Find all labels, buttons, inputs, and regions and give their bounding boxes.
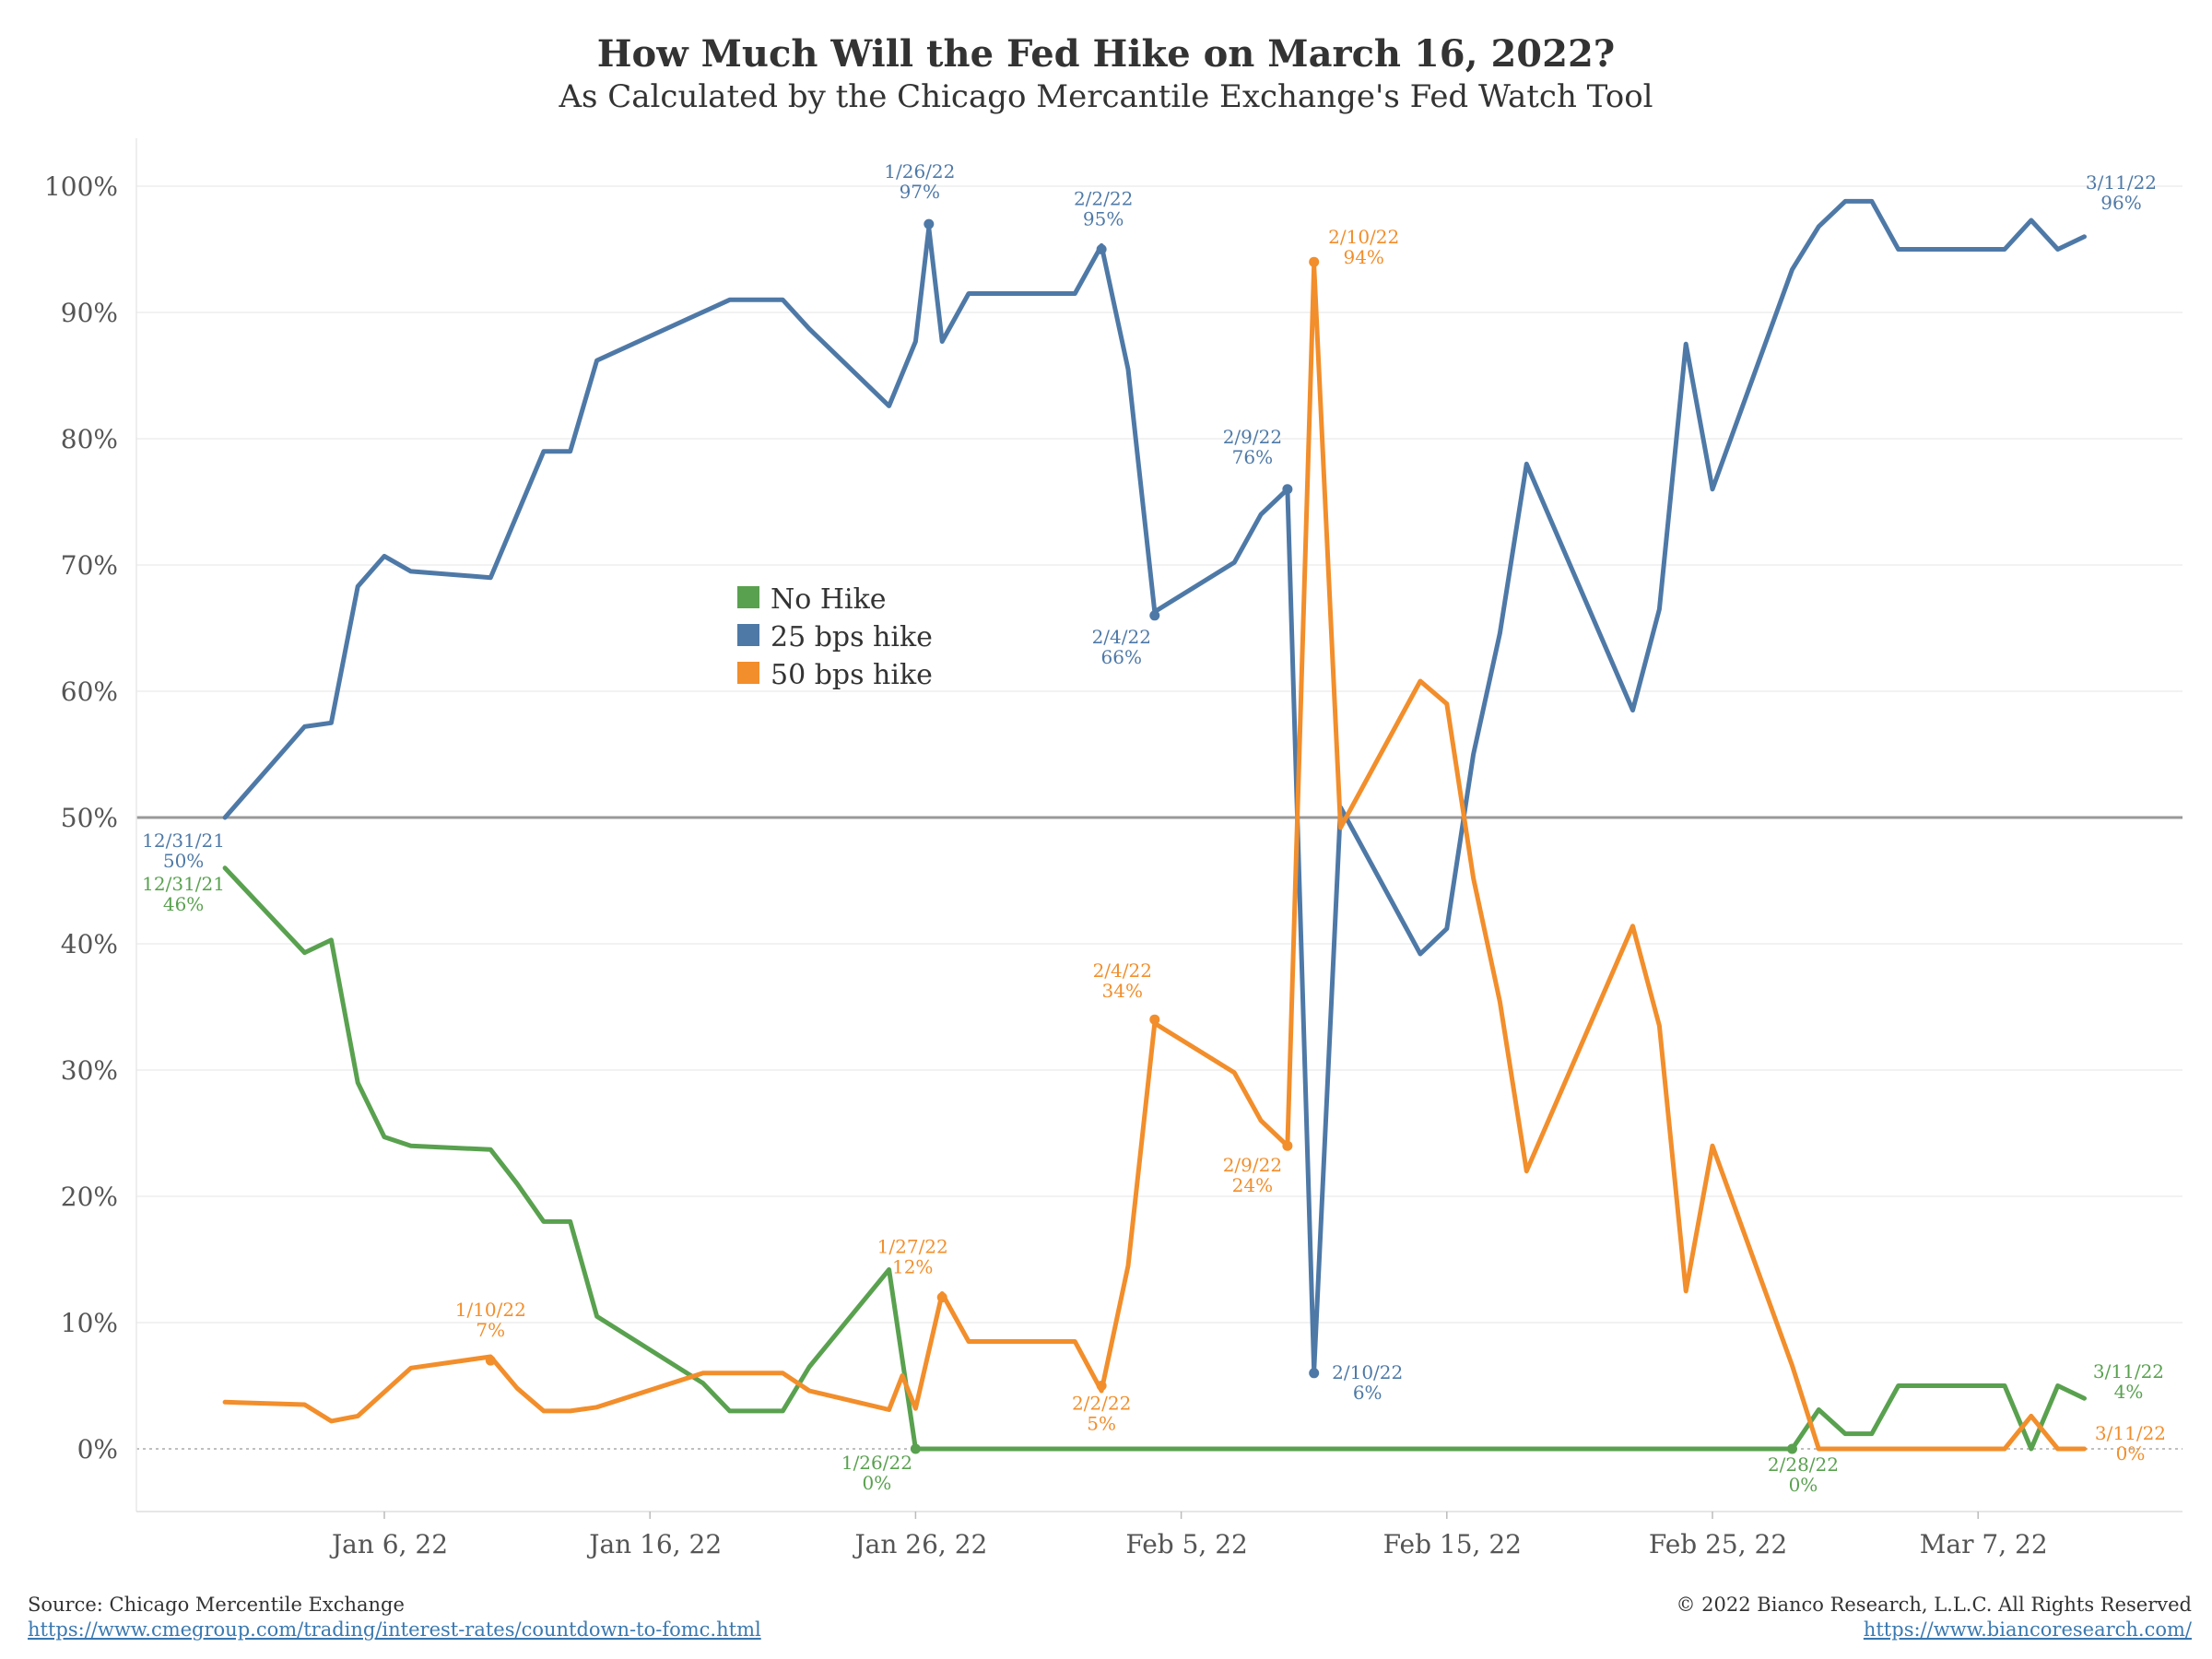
x-tick-label: Mar 7, 22: [1920, 1529, 2048, 1559]
chart-title: How Much Will the Fed Hike on March 16, …: [597, 32, 1615, 76]
legend-swatch-25bps: [737, 624, 759, 646]
annotation-marker: [924, 218, 935, 229]
annotation-date-label: 2/9/22: [1223, 426, 1282, 448]
series-lines: [222, 198, 2087, 1452]
footer-site-link[interactable]: https://www.biancoresearch.com/: [1864, 1618, 2193, 1641]
annotation-date-label: 1/26/22: [884, 160, 955, 182]
annotation-marker: [1149, 1014, 1160, 1025]
y-tick-label: 100%: [44, 171, 118, 202]
footer-source-link[interactable]: https://www.cmegroup.com/trading/interes…: [28, 1618, 761, 1641]
annotation-marker: [485, 1355, 496, 1366]
annotation-date-label: 2/10/22: [1328, 226, 1399, 248]
x-tick-label: Feb 5, 22: [1125, 1529, 1248, 1559]
annotation-value-label: 94%: [1343, 246, 1383, 268]
annotation-date-label: 12/31/21: [142, 873, 225, 895]
series-line-25-bps-hike: [222, 198, 2087, 1373]
annotation-marker: [936, 1292, 947, 1303]
annotation-marker: [1282, 484, 1293, 495]
x-tick-label: Feb 15, 22: [1383, 1529, 1522, 1559]
annotation-date-label: 2/28/22: [1768, 1453, 1839, 1476]
annotation-date-label: 1/10/22: [455, 1299, 526, 1321]
annotation-value-label: 95%: [1083, 208, 1124, 230]
annotation-date-label: 1/26/22: [841, 1452, 912, 1474]
series-line-50-bps-hike: [222, 263, 2087, 1452]
annotation-date-label: 1/27/22: [877, 1236, 948, 1258]
annotation-value-label: 66%: [1101, 646, 1142, 668]
x-tick-label: Jan 6, 22: [329, 1529, 448, 1559]
y-tick-label: 10%: [61, 1308, 118, 1338]
annotation-value-label: 7%: [476, 1319, 505, 1341]
footer-copyright: © 2022 Bianco Research, L.L.C. All Right…: [1677, 1594, 2193, 1616]
legend-label-50bps: 50 bps hike: [771, 659, 933, 691]
y-tick-label: 20%: [61, 1182, 118, 1212]
annotation-value-label: 4%: [2114, 1381, 2144, 1403]
annotation-value-label: 34%: [1102, 980, 1143, 1002]
axes: 0% 10% 20% 30% 40% 50% 60% 70% 80% 90% 100% Jan 6, …: [44, 138, 2183, 1559]
annotation-date-label: 3/11/22: [2095, 1422, 2166, 1444]
annotation-date-label: 3/11/22: [2093, 1360, 2164, 1382]
annotation-marker: [1096, 1381, 1107, 1391]
annotation-value-label: 97%: [900, 181, 940, 203]
annotation-date-label: 2/2/22: [1072, 1393, 1131, 1415]
annotation-date-label: 2/2/22: [1074, 188, 1133, 210]
gridlines: [136, 185, 2183, 1450]
annotation-marker: [1309, 256, 1320, 267]
legend-swatch-no-hike: [737, 586, 759, 608]
legend: No Hike 25 bps hike 50 bps hike: [737, 583, 933, 691]
legend-swatch-50bps: [737, 662, 759, 684]
annotation-date-label: 12/31/21: [142, 830, 225, 852]
annotation-value-label: 96%: [2100, 192, 2141, 214]
y-tick-label: 60%: [61, 677, 118, 707]
x-tick-label: Jan 26, 22: [852, 1529, 987, 1559]
annotation-marker: [1096, 244, 1107, 254]
y-tick-label: 30%: [61, 1055, 118, 1086]
annotation-date-label: 2/9/22: [1223, 1154, 1282, 1176]
annotation-value-label: 12%: [892, 1256, 933, 1278]
footer-source: Source: Chicago Mercentile Exchange: [28, 1594, 405, 1616]
annotation-value-label: 5%: [1087, 1413, 1116, 1435]
annotation-marker: [1786, 1443, 1797, 1454]
legend-label-25bps: 25 bps hike: [771, 621, 933, 653]
y-tick-label: 50%: [61, 803, 118, 833]
annotation-value-label: 0%: [863, 1472, 892, 1494]
annotation-value-label: 50%: [163, 850, 204, 872]
y-tick-label: 70%: [61, 550, 118, 581]
x-tick-label: Jan 16, 22: [586, 1529, 722, 1559]
annotation-value-label: 76%: [1232, 446, 1273, 468]
annotation-marker: [1309, 1368, 1320, 1379]
annotation-value-label: 24%: [1232, 1174, 1273, 1196]
annotation-value-label: 0%: [1789, 1474, 1818, 1496]
y-tick-label: 80%: [61, 424, 118, 454]
annotation-date-label: 2/4/22: [1092, 626, 1151, 648]
chart-subtitle: As Calculated by the Chicago Mercantile …: [558, 78, 1653, 115]
y-tick-label: 90%: [61, 298, 118, 328]
annotation-value-label: 6%: [1353, 1382, 1382, 1404]
annotation-value-label: 0%: [2116, 1442, 2146, 1465]
x-tick-label: Feb 25, 22: [1649, 1529, 1787, 1559]
y-tick-label: 40%: [61, 929, 118, 959]
annotation-marker: [1149, 610, 1160, 621]
annotation-date-label: 2/10/22: [1332, 1361, 1403, 1383]
annotation-value-label: 46%: [163, 893, 204, 915]
y-tick-label: 0%: [77, 1434, 118, 1465]
series-line-no-hike: [222, 865, 2087, 1452]
annotation-date-label: 2/4/22: [1093, 959, 1152, 982]
annotation-date-label: 3/11/22: [2086, 171, 2157, 194]
legend-label-no-hike: No Hike: [771, 583, 887, 616]
annotation-marker: [1282, 1140, 1293, 1151]
annotation-marker: [910, 1443, 921, 1454]
